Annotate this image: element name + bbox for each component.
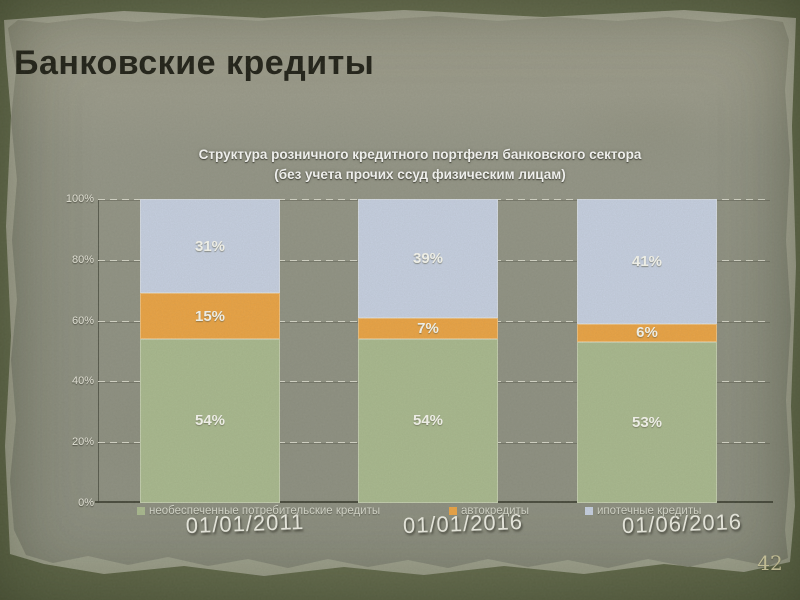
chart-title: Структура розничного кредитного портфеля… xyxy=(84,145,756,185)
y-axis-line xyxy=(98,199,99,503)
legend-item: ипотечные кредиты xyxy=(585,505,701,517)
page-number: 42 xyxy=(757,551,783,575)
y-axis-tick-label: 60% xyxy=(71,315,94,327)
chart-title-line2: (без учета прочих ссуд физическим лицам) xyxy=(274,167,566,182)
bar-segment-ипотечные: 39% xyxy=(358,199,498,318)
legend-swatch xyxy=(449,507,457,515)
y-axis-tick-label: 40% xyxy=(71,375,94,387)
segment-value-label: 54% xyxy=(412,412,444,430)
plot-area: 100% 80% 60% 40% 20% 0% 54% 15% 31% 01/01/2011 54%… xyxy=(66,193,773,538)
legend-swatch xyxy=(585,507,593,515)
legend-swatch xyxy=(137,507,145,515)
y-axis-tick-label: 100% xyxy=(65,193,94,205)
slide-title: Банковские кредиты xyxy=(14,44,375,82)
segment-value-label: 53% xyxy=(631,413,663,431)
y-axis-tick-label: 0% xyxy=(78,497,94,509)
bar-segment-автокредиты: 6% xyxy=(577,323,717,342)
legend-label: автокредиты xyxy=(461,505,530,517)
legend-label: ипотечные кредиты xyxy=(597,505,702,517)
legend-label: необеспеченные потребительские кредиты xyxy=(149,505,381,517)
bar-segment-автокредиты: 7% xyxy=(358,317,498,339)
segment-value-label: 6% xyxy=(636,324,658,342)
bar-segment-необеспеченные: 54% xyxy=(358,338,498,503)
bar-segment-необеспеченные: 54% xyxy=(140,338,280,503)
segment-value-label: 39% xyxy=(412,249,444,267)
segment-value-label: 31% xyxy=(194,237,226,255)
bar-segment-ипотечные: 41% xyxy=(577,199,717,324)
segment-value-label: 54% xyxy=(194,412,226,430)
bar-segment-ипотечные: 31% xyxy=(140,199,280,294)
bar-segment-автокредиты: 15% xyxy=(140,293,280,339)
bar-segment-необеспеченные: 53% xyxy=(577,341,717,503)
segment-value-label: 41% xyxy=(631,252,663,270)
segment-value-label: 15% xyxy=(194,307,226,325)
y-axis-tick-label: 80% xyxy=(71,254,94,266)
y-axis-tick-label: 20% xyxy=(71,436,94,448)
legend-item: необеспеченные потребительские кредиты xyxy=(137,505,380,517)
legend-item: автокредиты xyxy=(449,505,529,517)
segment-value-label: 7% xyxy=(417,319,439,337)
chart-title-line1: Структура розничного кредитного портфеля… xyxy=(198,147,642,162)
